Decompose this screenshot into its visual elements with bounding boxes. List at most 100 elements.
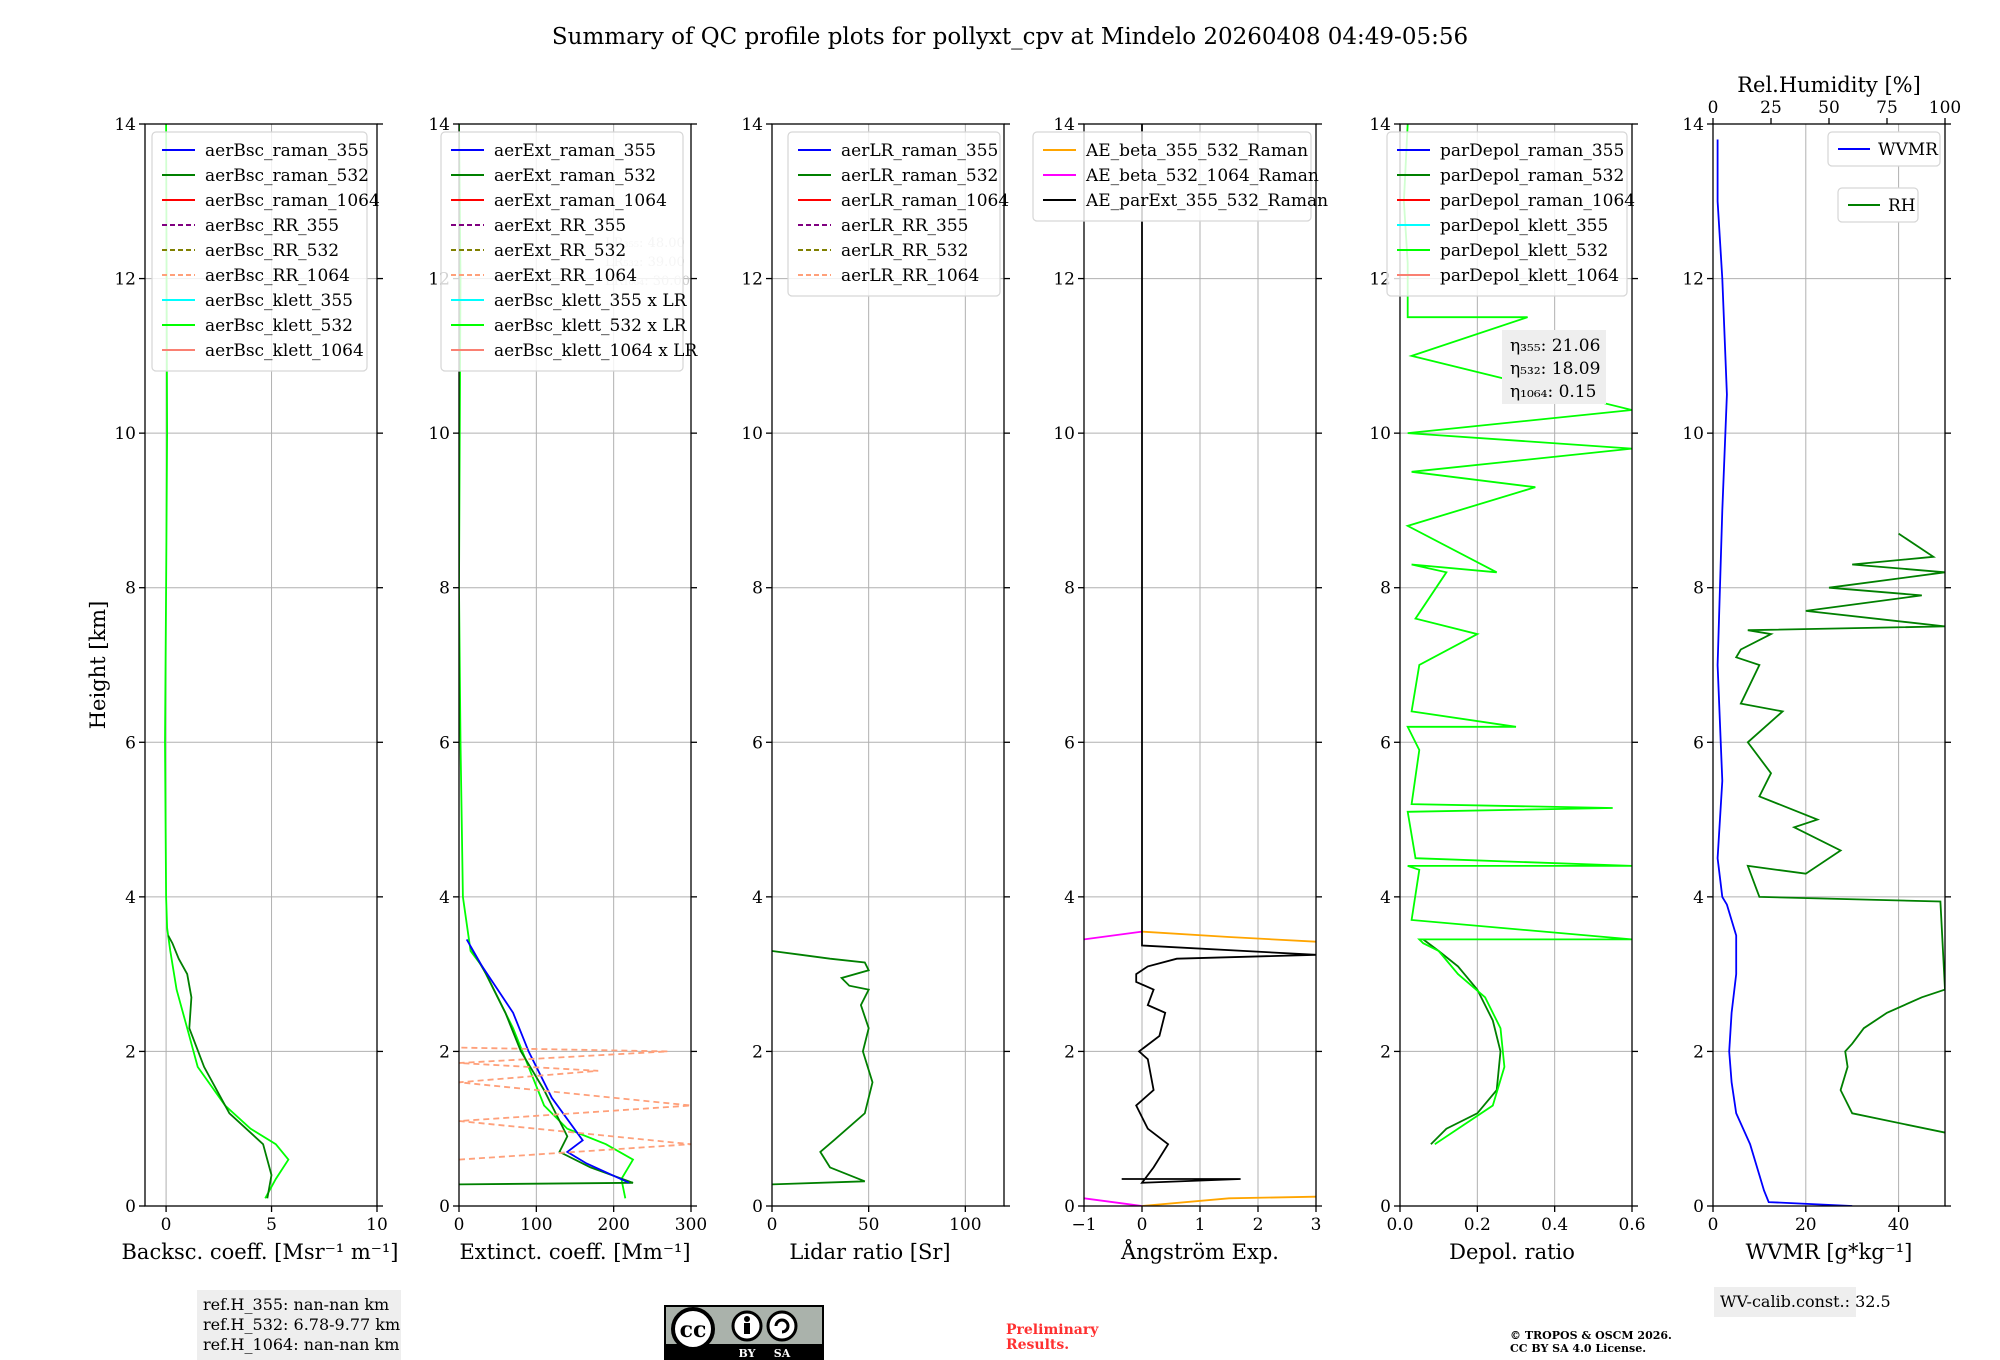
axes-frame [771,123,1005,1207]
legend-label: aerExt_raman_532 [494,166,656,186]
legend-label: parDepol_klett_1064 [1440,266,1619,286]
y-tick-label: 8 [125,579,136,599]
legend-label: aerExt_raman_355 [494,141,656,161]
y-tick-label: 6 [1693,733,1704,753]
x-tick-label: 0 [767,1215,778,1235]
x-tick-label: 5 [266,1215,277,1235]
legend-label: aerExt_RR_355 [494,216,626,236]
preliminary-results-line2: Results. [1006,1337,1069,1353]
legend-box [787,131,1001,297]
y-tick-label: 2 [439,1042,450,1062]
legend-label: AE_beta_355_532_Raman [1085,141,1308,161]
y-tick-label: 2 [1693,1042,1704,1062]
y-tick-label: 8 [1064,579,1075,599]
top-x-tick-label: 100 [1929,98,1961,118]
panel-lr: 0 2 4 6 8 10 12 14 0 50 100 Lidar ratio [Sr] aerLR_r… [741,115,1010,1264]
y-tick-label: 14 [1053,115,1075,135]
y-tick-label: 10 [1369,424,1391,444]
x-tick-label: 1 [1195,1215,1206,1235]
y-tick-label: 6 [752,733,763,753]
axes-frame [1712,123,1946,1207]
x-tick-label: 100 [520,1215,552,1235]
legend-label: aerLR_RR_532 [841,241,968,261]
y-tick-label: 4 [1064,888,1075,908]
y-tick-label: 6 [1064,733,1075,753]
x-tick-label: 20 [1795,1215,1817,1235]
y-tick-label: 0 [752,1197,763,1217]
legend-label: aerBsc_RR_355 [205,216,339,236]
y-tick-label: 12 [114,270,136,290]
x-axis-label: Depol. ratio [1449,1240,1575,1264]
y-tick-label: 0 [439,1197,450,1217]
x-tick-label: 10 [366,1215,388,1235]
x-tick-label: 0.2 [1464,1215,1491,1235]
legend-label: RH [1888,196,1916,216]
x-axis-label: Extinct. coeff. [Mm⁻¹] [459,1240,690,1264]
y-tick-label: 6 [439,733,450,753]
legend-label: aerBsc_klett_1064 [205,341,364,361]
y-tick-label: 10 [1682,424,1704,444]
series-wvmr [1716,139,1853,1206]
series-aerext-raman-355 [465,938,630,1184]
top-x-axis-label: Rel.Humidity [%] [1737,73,1921,97]
x-tick-label: 0 [1708,1215,1719,1235]
x-tick-label: 300 [675,1215,707,1235]
legend-box [1032,131,1312,222]
x-tick-label: 0.6 [1618,1215,1645,1235]
y-tick-label: 12 [1053,270,1075,290]
legend-label: WVMR [1878,140,1939,160]
legend-label: AE_beta_532_1064_Raman [1085,166,1319,186]
preliminary-results-line1: Preliminary [1006,1322,1099,1338]
legend-label: parDepol_raman_532 [1440,166,1624,186]
y-tick-label: 12 [1682,270,1704,290]
legend-label: aerBsc_RR_532 [205,241,339,261]
copyright-line2: CC BY SA 4.0 License. [1510,1342,1646,1355]
y-tick-label: 8 [1380,579,1391,599]
y-tick-label: 0 [1693,1197,1704,1217]
legend-label: aerExt_RR_532 [494,241,626,261]
legend-label: aerLR_RR_1064 [841,266,979,286]
legend-label: aerLR_raman_1064 [841,191,1009,211]
y-tick-label: 14 [428,115,450,135]
legend-label: parDepol_klett_355 [1440,216,1608,236]
legend-label: aerLR_raman_532 [841,166,998,186]
y-tick-label: 12 [1369,270,1391,290]
y-tick-label: 10 [741,424,763,444]
top-x-tick-label: 75 [1876,98,1898,118]
eta-box [1502,330,1606,404]
legend-label: aerBsc_klett_532 [205,316,353,336]
y-tick-label: 2 [1380,1042,1391,1062]
figure-title: Summary of QC profile plots for pollyxt_… [552,24,1468,50]
x-tick-label: 200 [597,1215,629,1235]
eta-label: η₅₃₂: 18.09 [1510,359,1600,379]
legend-label: AE_parExt_355_532_Raman [1085,191,1328,211]
legend-label: aerBsc_raman_355 [205,141,369,161]
legend-label: aerBsc_klett_1064 x LR [494,341,698,361]
y-tick-label: 14 [741,115,763,135]
y-tick-label: 2 [1064,1042,1075,1062]
series-pardepol-klett-532 [1402,124,1632,1145]
y-tick-label: 10 [1053,424,1075,444]
eta-label: η₃₅₅: 21.06 [1510,336,1600,356]
series-rh [1734,532,1945,1134]
x-tick-label: 40 [1888,1215,1910,1235]
y-tick-label: 4 [125,888,136,908]
series-ae-beta-355-532-raman-low- [1141,1195,1316,1206]
y-tick-label: 14 [1369,115,1391,135]
info-box-line: ref.H_532: 6.78-9.77 km [203,1315,400,1334]
legend-box [1386,131,1628,297]
legend-label: aerExt_raman_1064 [494,191,667,211]
badge-sa-label: SA [774,1347,791,1360]
cc-logo-icon [671,1307,715,1351]
axes-frame [458,123,692,1207]
x-tick-label: 50 [858,1215,880,1235]
x-tick-label: 2 [1253,1215,1264,1235]
legend-label: parDepol_klett_532 [1440,241,1608,261]
series-aerext-rr-1064 [459,1046,691,1161]
legend-label: aerBsc_raman_532 [205,166,369,186]
top-x-tick-label: 25 [1760,98,1782,118]
x-tick-label: 100 [949,1215,981,1235]
x-axis-label: WVMR [g*kg⁻¹] [1746,1240,1913,1264]
